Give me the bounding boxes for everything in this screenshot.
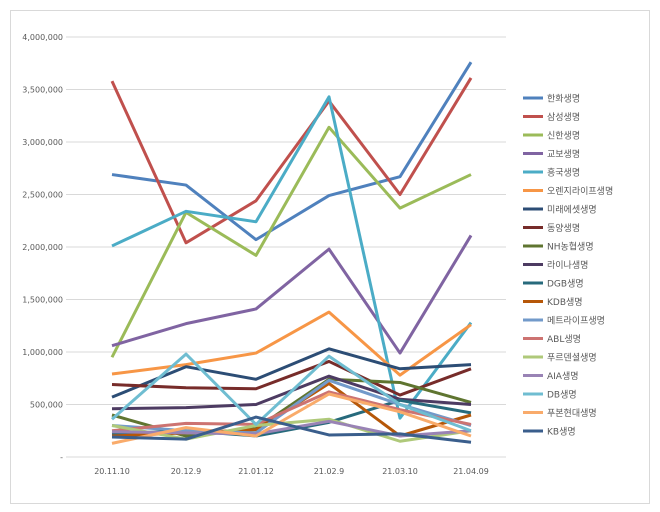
legend-label: 오렌지라이프생명 bbox=[547, 186, 613, 197]
y-tick-label: 3,000,000 bbox=[22, 138, 63, 147]
series-line-16 bbox=[111, 352, 472, 433]
legend-label: 미래에셋생명 bbox=[547, 205, 597, 216]
series-line-18 bbox=[111, 415, 472, 444]
legend-label: 흥국생명 bbox=[547, 167, 580, 179]
legend-label: NH농협생명 bbox=[547, 241, 594, 253]
legend-label: DB생명 bbox=[547, 390, 577, 401]
y-tick-label: 2,000,000 bbox=[22, 243, 63, 252]
legend-label: DGB생명 bbox=[547, 279, 584, 290]
legend-label: 한화생명 bbox=[547, 94, 580, 105]
legend-label: 메트라이프생명 bbox=[547, 316, 605, 327]
legend-label: 신한생명 bbox=[547, 131, 580, 142]
x-tick-label: 21.03.10 bbox=[382, 467, 418, 476]
series-line-3 bbox=[111, 234, 473, 355]
legend-label: 삼성생명 bbox=[547, 112, 580, 123]
y-tick-label: - bbox=[60, 453, 63, 462]
x-tick-label: 20.12.9 bbox=[171, 467, 202, 476]
legend-label: AIA생명 bbox=[547, 371, 579, 382]
y-tick-label: 2,500,000 bbox=[22, 191, 63, 200]
series-line-2 bbox=[110, 125, 472, 358]
legend-label: 동양생명 bbox=[547, 223, 580, 234]
chart-area: - 500,000 1,000,000 1,500,000 2,000,000 2,500… bbox=[10, 10, 650, 504]
legend-label: 푸르덴셜생명 bbox=[547, 353, 597, 364]
legend-label: KDB생명 bbox=[547, 297, 583, 308]
y-tick-label: 1,000,000 bbox=[22, 348, 63, 357]
series-line-13 bbox=[111, 390, 472, 433]
legend-label: 푸본현대생명 bbox=[547, 408, 597, 419]
y-tick-label: 4,000,000 bbox=[22, 33, 63, 42]
line-chart: - 500,000 1,000,000 1,500,000 2,000,000 2,500… bbox=[22, 33, 613, 476]
series-line-17 bbox=[111, 392, 472, 445]
series-line-0 bbox=[111, 61, 473, 242]
series-line-7 bbox=[111, 359, 472, 397]
y-tick-label: 3,500,000 bbox=[22, 86, 63, 95]
y-tick-label: 500,000 bbox=[30, 401, 63, 410]
legend-label: 교보생명 bbox=[547, 149, 580, 160]
y-tick-label: 1,500,000 bbox=[22, 296, 63, 305]
series-line-6 bbox=[111, 347, 472, 399]
x-tick-label: 21.04.09 bbox=[453, 467, 489, 476]
x-tick-label: 20.11.10 bbox=[94, 467, 130, 476]
legend-label: 라이나생명 bbox=[547, 260, 588, 271]
legend-label: ABL생명 bbox=[547, 334, 581, 345]
series-line-14 bbox=[111, 417, 472, 443]
x-tick-label: 21.01.12 bbox=[238, 467, 274, 476]
x-tick-label: 21.02.9 bbox=[314, 467, 345, 476]
legend-label: KB생명 bbox=[547, 427, 576, 438]
